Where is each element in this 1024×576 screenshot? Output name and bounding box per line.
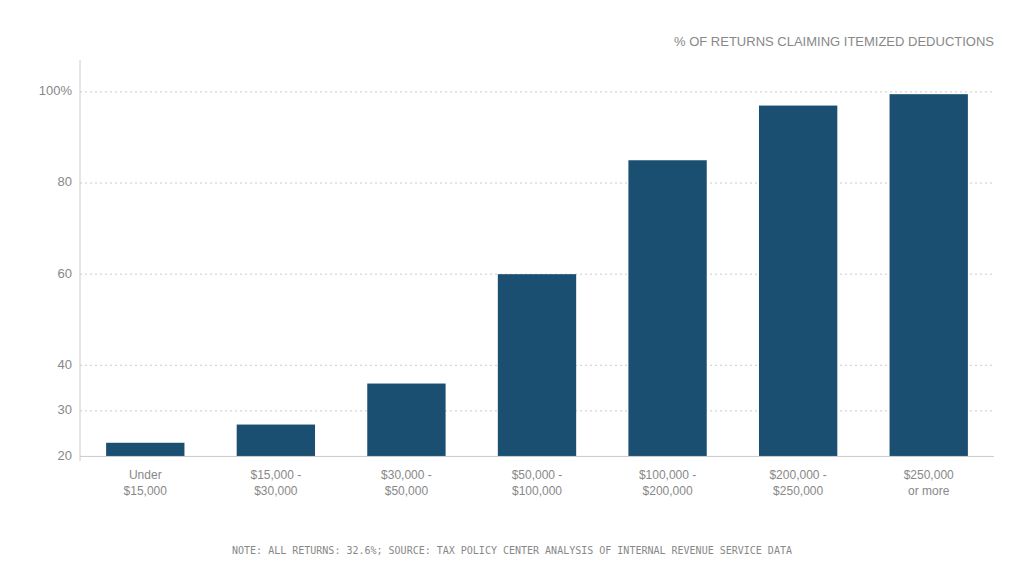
x-tick-label-line: or more	[908, 484, 950, 498]
x-tick-label-line: $30,000 -	[381, 468, 432, 482]
y-tick-label: 80	[58, 174, 72, 189]
x-tick-label: Under $15,000	[124, 468, 168, 498]
bar	[237, 425, 315, 457]
x-tick-label-line: $50,000	[385, 484, 429, 498]
grid-line	[80, 91, 994, 92]
y-axis-line	[80, 60, 81, 461]
x-tick-label-line: $200,000 -	[769, 468, 826, 482]
x-tick-label-line: $250,000	[773, 484, 823, 498]
x-tick-label-line: $100,000 -	[639, 468, 696, 482]
note: NOTE: ALL RETURNS: 32.6%; SOURCE: TAX PO…	[232, 545, 792, 556]
grid-line	[80, 183, 994, 184]
x-tick-label-line: $15,000 -	[250, 468, 301, 482]
chart-svg: 20 30 40 60 80 100% Under $15,000 $15,000 - $30,0…	[0, 0, 1024, 576]
bar	[106, 443, 184, 457]
bar	[628, 160, 706, 456]
x-tick-label-line: $200,000	[643, 484, 693, 498]
x-tick-label: $50,000 - $100,000	[512, 468, 563, 498]
y-tick-label: 30	[58, 402, 72, 417]
y-tick-label: 100%	[39, 83, 73, 98]
bar	[367, 384, 445, 457]
bars	[106, 94, 968, 456]
title: % OF RETURNS CLAIMING ITEMIZED DEDUCTION…	[674, 34, 994, 49]
x-tick-label-line: $30,000	[254, 484, 298, 498]
chart-container: 20 30 40 60 80 100% Under $15,000 $15,000 - $30,0…	[0, 0, 1024, 576]
x-tick-label-line: $15,000	[124, 484, 168, 498]
bar	[759, 106, 837, 457]
x-tick-label: $30,000 - $50,000	[381, 468, 432, 498]
y-tick-label: 60	[58, 266, 72, 281]
bar	[890, 94, 968, 456]
x-tick-label: $200,000 - $250,000	[769, 468, 826, 498]
baseline	[80, 456, 994, 457]
x-tick-label-line: Under	[129, 468, 162, 482]
y-tick-label: 40	[58, 357, 72, 372]
x-tick-label: $15,000 - $30,000	[250, 468, 301, 498]
x-tick-label-line: $100,000	[512, 484, 562, 498]
y-tick-label: 20	[58, 448, 72, 463]
x-tick-label-line: $50,000 -	[512, 468, 563, 482]
x-tick-label: $100,000 - $200,000	[639, 468, 696, 498]
x-tick-label: $250,000 or more	[904, 468, 954, 498]
bar	[498, 274, 576, 456]
x-tick-label-line: $250,000	[904, 468, 954, 482]
grid-line	[80, 456, 994, 457]
